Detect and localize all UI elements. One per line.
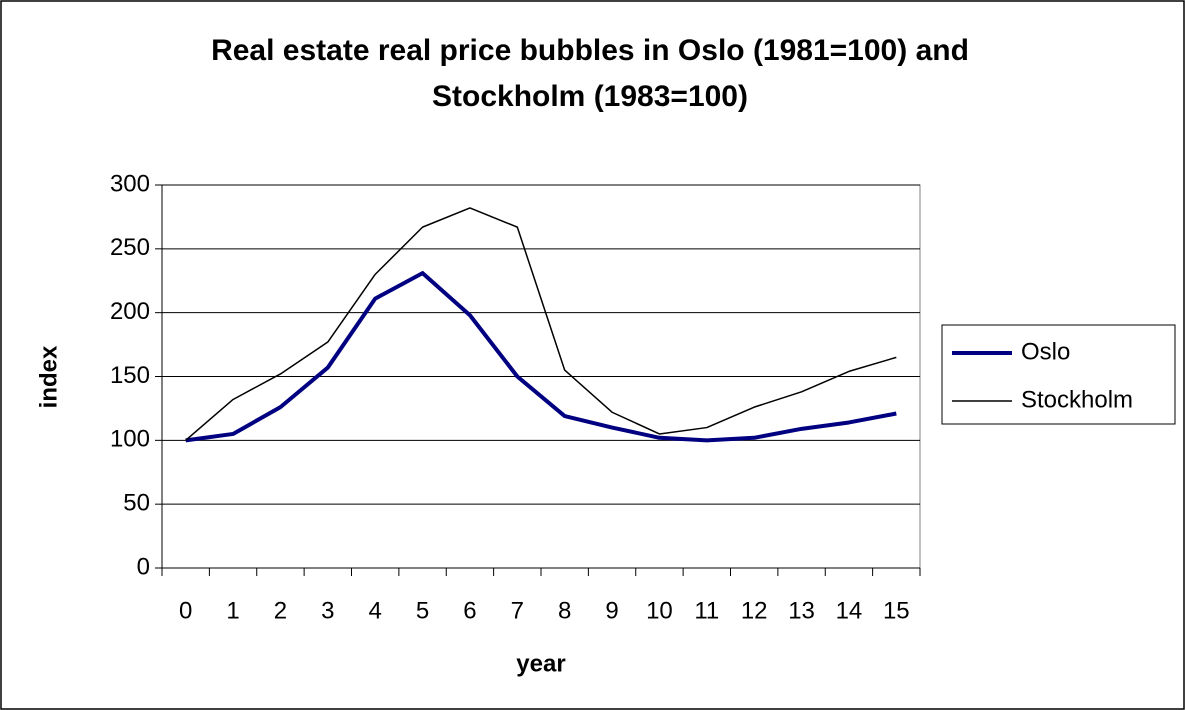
x-tick-label: 1 <box>226 597 239 624</box>
y-tick-label: 200 <box>110 298 150 325</box>
x-tick-label: 13 <box>788 597 815 624</box>
x-tick-label: 11 <box>694 597 719 624</box>
y-tick-label: 300 <box>110 170 150 197</box>
x-tick-label: 8 <box>558 597 571 624</box>
x-tick-label: 9 <box>605 597 618 624</box>
x-tick-label: 3 <box>321 597 334 624</box>
x-tick-label: 6 <box>463 597 476 624</box>
legend-box <box>941 324 1176 425</box>
series-line <box>185 207 897 441</box>
x-tick-label: 2 <box>274 597 287 624</box>
x-tick-label: 12 <box>741 597 768 624</box>
legend-label: Oslo <box>1021 338 1070 365</box>
x-tick-label: 14 <box>836 597 863 624</box>
chart-title: Real estate real price bubbles in Oslo (… <box>211 34 969 113</box>
y-axis-label: index <box>35 345 62 408</box>
x-tick-label: 4 <box>369 597 382 624</box>
x-tick-label: 10 <box>646 597 673 624</box>
y-tick-label: 100 <box>110 426 150 453</box>
y-tick-label: 0 <box>137 553 150 580</box>
x-tick-label: 5 <box>416 597 429 624</box>
x-tick-label: 0 <box>179 597 192 624</box>
x-tick-label: 15 <box>883 597 910 624</box>
x-tick-label: 7 <box>511 597 524 624</box>
y-tick-label: 150 <box>110 362 150 389</box>
y-tick-label: 50 <box>123 490 150 517</box>
legend-label: Stockholm <box>1021 386 1133 413</box>
y-tick-label: 250 <box>110 234 150 261</box>
x-axis-label: year <box>516 650 565 677</box>
series-line <box>185 271 897 443</box>
